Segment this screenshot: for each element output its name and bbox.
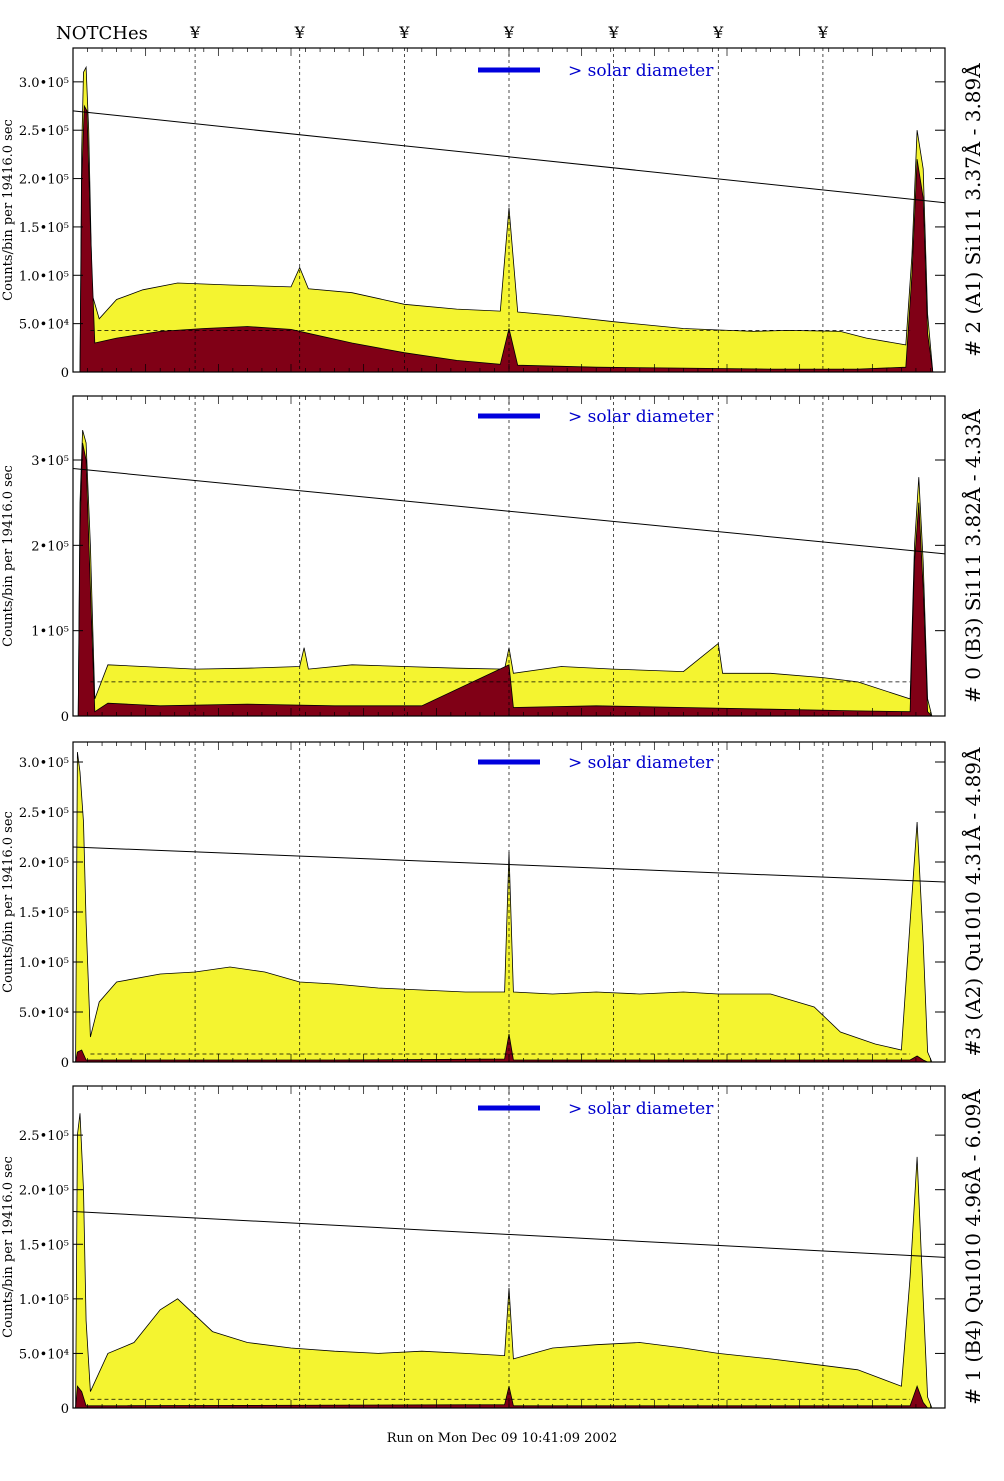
y-tick-label-2: 1.0•10⁵ (19, 956, 69, 971)
legend-label: > solar diameter (568, 61, 714, 81)
series-sub-area (73, 104, 945, 373)
chart-panel-1: 0 5.0•10⁴ 1.0•10⁵ 1.5•10⁵ 2.0•10⁵ 2.5•10⁵ 3.0•… (1, 47, 985, 381)
y-tick-label-2: 2•10⁵ (31, 539, 69, 554)
series-sub-area (73, 442, 945, 717)
y-tick-label-1: 5.0•10⁴ (19, 318, 69, 333)
y-tick-label-0: 0 (61, 1056, 69, 1071)
notch-marker-7: ¥ (817, 23, 829, 42)
y-tick-label-6: 3.0•10⁵ (19, 76, 69, 91)
y-tick-label-1: 5.0•10⁴ (19, 1006, 69, 1021)
legend-label: > solar diameter (568, 407, 714, 427)
y-axis-label: Counts/bin per 19416.0 sec (1, 465, 16, 647)
trend-line (72, 846, 946, 883)
notch-marker-2: ¥ (294, 23, 306, 42)
y-tick-label-5: 2.5•10⁵ (19, 124, 69, 139)
y-axis-label: Counts/bin per 19416.0 sec (1, 811, 16, 993)
chart-panels: 0 5.0•10⁴ 1.0•10⁵ 1.5•10⁵ 2.0•10⁵ 2.5•10⁵ 3.0•… (1, 47, 985, 1417)
y-tick-label-4: 2.0•10⁵ (19, 856, 69, 871)
notch-marker-3: ¥ (398, 23, 410, 42)
y-tick-label-4: 2.0•10⁵ (19, 173, 69, 188)
y-tick-label-5: 2.5•10⁵ (19, 1129, 69, 1144)
y-tick-label-4: 2.0•10⁵ (19, 1184, 69, 1199)
notch-markers: ¥ ¥ ¥ ¥ ¥ ¥ ¥ (189, 23, 829, 42)
notch-marker-5: ¥ (608, 23, 620, 42)
chart-panel-2: 0 1•10⁵ 2•10⁵ 3•10⁵ Counts/bin per 19416.0 s… (1, 395, 985, 725)
trend-line (72, 1211, 946, 1258)
chart-panel-3: 0 5.0•10⁴ 1.0•10⁵ 1.5•10⁵ 2.0•10⁵ 2.5•10⁵ 3.0•… (1, 741, 985, 1071)
y-tick-label-0: 0 (61, 366, 69, 381)
trend-line (72, 468, 946, 555)
y-tick-label-3: 1.5•10⁵ (19, 906, 69, 921)
notch-marker-6: ¥ (712, 23, 724, 42)
y-tick-label-3: 3•10⁵ (31, 454, 69, 469)
panel-title: # 0 (B3) Si111 3.82Å - 4.33Å (960, 409, 985, 703)
y-tick-label-3: 1.5•10⁵ (19, 221, 69, 236)
y-tick-label-3: 1.5•10⁵ (19, 1238, 69, 1253)
y-tick-label-1: 5.0•10⁴ (19, 1347, 69, 1362)
series-sub-area (73, 1385, 945, 1409)
chart-panel-4: 0 5.0•10⁴ 1.0•10⁵ 1.5•10⁵ 2.0•10⁵ 2.5•10⁵Coun… (1, 1085, 985, 1417)
y-tick-label-6: 3.0•10⁵ (19, 756, 69, 771)
notches-label: NOTCHes (56, 23, 148, 44)
y-tick-label-2: 1.0•10⁵ (19, 269, 69, 284)
notch-marker-4: ¥ (503, 23, 515, 42)
panel-title: #3 (A2) Qu1010 4.31Å - 4.89Å (960, 747, 985, 1056)
y-axis-label: Counts/bin per 19416.0 sec (1, 119, 16, 301)
series-total-area (73, 1113, 945, 1409)
y-tick-label-1: 1•10⁵ (31, 625, 69, 640)
notch-marker-1: ¥ (189, 23, 201, 42)
trend-line (72, 110, 946, 204)
y-tick-label-0: 0 (61, 710, 69, 725)
series-total-area (73, 429, 945, 717)
legend-label: > solar diameter (568, 1099, 714, 1119)
panel-title: # 1 (B4) Qu1010 4.96Å - 6.09Å (960, 1089, 985, 1405)
legend-label: > solar diameter (568, 753, 714, 773)
run-timestamp: Run on Mon Dec 09 10:41:09 2002 (387, 1431, 617, 1446)
y-tick-label-5: 2.5•10⁵ (19, 806, 69, 821)
y-axis-label: Counts/bin per 19416.0 sec (1, 1156, 16, 1338)
y-tick-label-2: 1.0•10⁵ (19, 1293, 69, 1308)
panel-title: # 2 (A1) Si111 3.37Å - 3.89Å (960, 63, 985, 357)
y-tick-label-0: 0 (61, 1402, 69, 1417)
